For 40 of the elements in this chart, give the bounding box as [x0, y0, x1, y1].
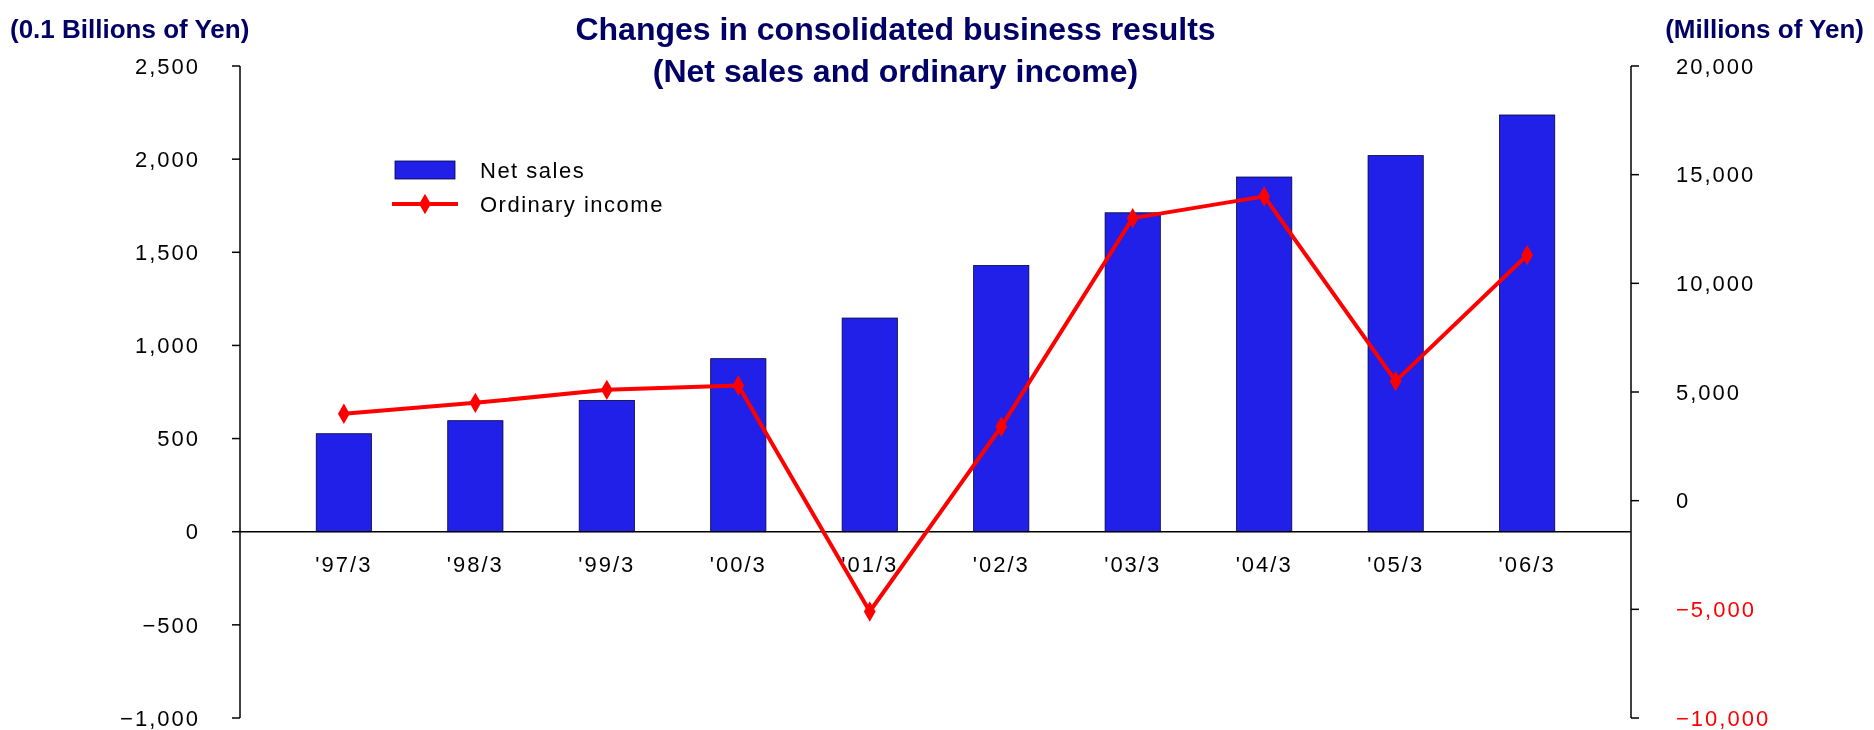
legend-label: Net sales: [480, 157, 586, 183]
x-tick-label: '01/3: [841, 551, 899, 577]
x-tick-label: '04/3: [1235, 551, 1293, 577]
bar: [315, 433, 372, 533]
bar: [578, 399, 635, 533]
bar: [973, 265, 1030, 533]
y-tick-label: 0: [185, 519, 200, 545]
x-tick-label: '02/3: [972, 551, 1030, 577]
y-tick-label: 2,000: [134, 146, 200, 172]
y-axis-title: (0.1 Billions of Yen): [10, 14, 250, 44]
bar: [1367, 155, 1424, 533]
bar: [841, 317, 898, 533]
y-tick-label: 500: [157, 426, 200, 452]
y-tick-label: −500: [142, 612, 200, 638]
x-tick-label: '97/3: [315, 551, 373, 577]
chart-title: Changes in consolidated business results (Net sales and ordinary income): [575, 11, 1216, 89]
legend-label: Ordinary income: [480, 191, 664, 217]
x-tick-label: '99/3: [578, 551, 636, 577]
bar: [1236, 176, 1293, 533]
x-tick-label: '05/3: [1367, 551, 1425, 577]
bar: [1499, 114, 1556, 533]
y2-tick-label: 0: [1676, 488, 1691, 514]
y2-tick-label: 10,000: [1676, 271, 1756, 297]
y-tick-label: 1,000: [134, 333, 200, 359]
y2-tick-label: −10,000: [1676, 705, 1771, 730]
y-tick-label: −1,000: [120, 705, 200, 730]
y2-tick-label: 20,000: [1676, 53, 1756, 79]
y-tick-label: 1,500: [134, 239, 200, 265]
x-tick-label: '03/3: [1104, 551, 1162, 577]
y2-tick-label: 5,000: [1676, 379, 1742, 405]
bar: [710, 358, 767, 533]
bar: [1104, 212, 1161, 533]
y-tick-label: 2,500: [134, 53, 200, 79]
y2-axis-title: (Millions of Yen): [1665, 14, 1864, 44]
x-tick-label: '06/3: [1498, 551, 1556, 577]
x-tick-label: '98/3: [446, 551, 504, 577]
x-tick-label: '00/3: [709, 551, 767, 577]
y2-tick-label: 15,000: [1676, 162, 1756, 188]
bar: [447, 420, 504, 533]
y2-tick-label: −5,000: [1676, 597, 1756, 623]
